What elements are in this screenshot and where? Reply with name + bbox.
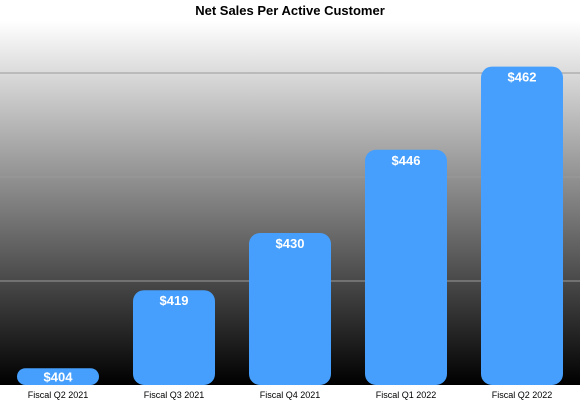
bar-value-label: $430 (276, 236, 305, 251)
x-tick-label: Fiscal Q3 2021 (144, 390, 205, 400)
bar (17, 368, 99, 385)
bars: $404 $419 $430 $446 $462 (17, 66, 563, 385)
bar-value-label: $404 (44, 370, 74, 385)
x-axis-tick-labels: Fiscal Q2 2021 Fiscal Q3 2021 Fiscal Q4 20… (28, 390, 553, 400)
bar (365, 149, 447, 385)
bar (481, 66, 563, 385)
bar-value-label: $446 (392, 153, 421, 168)
bar-value-label: $462 (508, 70, 537, 85)
bar-value-label: $419 (160, 293, 189, 308)
x-tick-label: Fiscal Q1 2022 (376, 390, 437, 400)
chart-title: Net Sales Per Active Customer (195, 3, 385, 18)
x-tick-label: Fiscal Q2 2021 (28, 390, 89, 400)
bar (133, 290, 215, 385)
x-tick-label: Fiscal Q2 2022 (492, 390, 553, 400)
bar (249, 233, 331, 385)
x-tick-label: Fiscal Q4 2021 (260, 390, 321, 400)
